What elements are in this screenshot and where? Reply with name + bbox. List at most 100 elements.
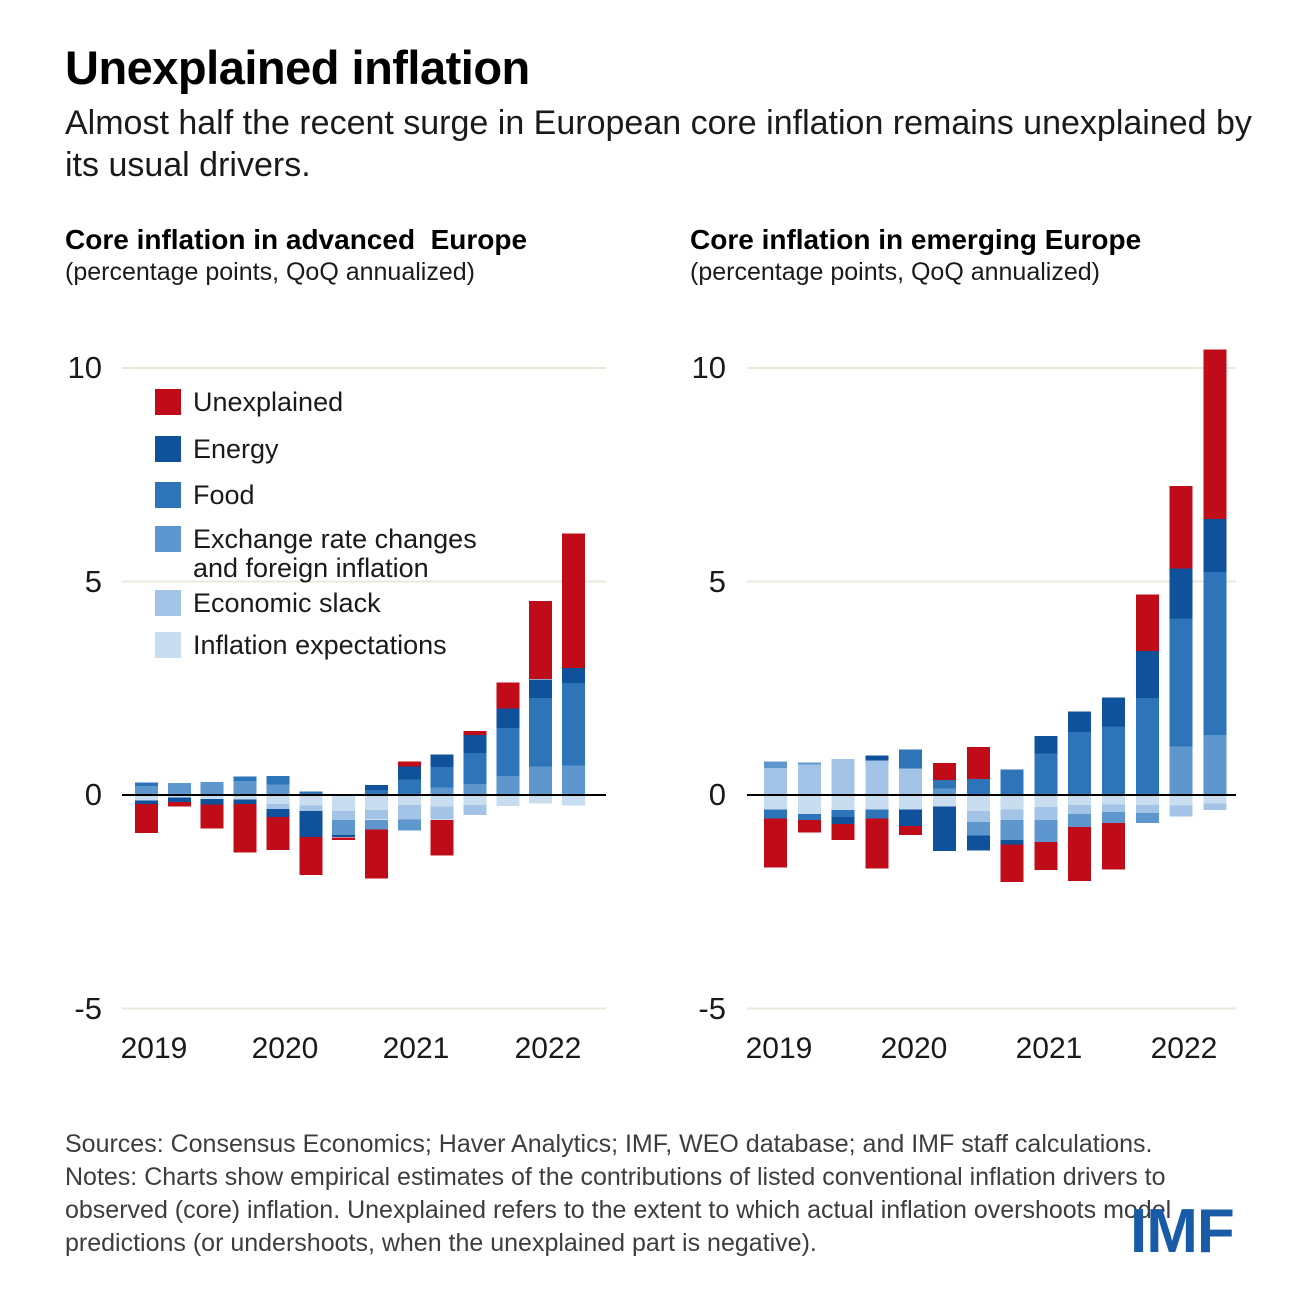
bar-segment bbox=[966, 795, 990, 812]
bar-segment bbox=[1203, 735, 1227, 795]
bar-segment bbox=[529, 795, 553, 804]
bar-segment bbox=[365, 809, 388, 820]
bar-segment bbox=[1203, 349, 1227, 520]
bar-segment bbox=[200, 804, 224, 829]
bar-segment bbox=[463, 731, 487, 735]
bar-segment bbox=[966, 747, 990, 779]
legend-swatch-icon bbox=[155, 389, 181, 415]
bar-segment bbox=[1000, 820, 1024, 840]
bar-segment bbox=[1068, 827, 1092, 882]
bar-segment bbox=[797, 795, 821, 815]
bar-segment bbox=[562, 683, 585, 766]
bar-segment bbox=[1135, 651, 1159, 699]
x-year-label: 2022 bbox=[514, 1032, 582, 1065]
imf-logo: IMF bbox=[1130, 1197, 1235, 1266]
bar-segment bbox=[135, 800, 158, 804]
bar-segment bbox=[135, 782, 158, 786]
bar-segment bbox=[430, 766, 454, 788]
bar-segment bbox=[1034, 753, 1058, 795]
bar-segment bbox=[1169, 795, 1193, 806]
bar-segment bbox=[365, 829, 388, 879]
legend-item: Energy bbox=[155, 435, 493, 464]
bar-segment bbox=[1135, 795, 1159, 806]
bar-segment bbox=[764, 818, 787, 868]
x-year-label: 2021 bbox=[382, 1032, 450, 1065]
bar-segment bbox=[266, 809, 290, 818]
bar-segment bbox=[1102, 823, 1125, 870]
y-tick-label: -5 bbox=[74, 990, 102, 1026]
bar-segment bbox=[899, 826, 923, 836]
bar-segment bbox=[463, 804, 487, 815]
advanced-europe-chart bbox=[122, 367, 606, 1010]
bar-segment bbox=[865, 760, 889, 795]
bar-segment bbox=[496, 728, 520, 776]
bar-segment bbox=[1203, 803, 1227, 810]
bar-segment bbox=[1034, 736, 1058, 754]
bar-segment bbox=[299, 836, 323, 876]
bar-segment bbox=[299, 805, 323, 811]
bar-segment bbox=[1169, 485, 1193, 569]
legend-item-label: Food bbox=[193, 480, 255, 510]
panel-subtitle-emerging-europe: (percentage points, QoQ annualized) bbox=[690, 258, 1100, 286]
x-year-label: 2020 bbox=[251, 1032, 319, 1065]
page-title: Unexplained inflation bbox=[65, 41, 530, 94]
bar-segment bbox=[332, 810, 356, 820]
bar-segment bbox=[1034, 795, 1058, 807]
legend-item-label: Exchange rate changes and foreign inflat… bbox=[193, 524, 477, 583]
bar-segment bbox=[865, 818, 889, 869]
bar-segment bbox=[332, 837, 356, 840]
bar-segment bbox=[332, 795, 356, 811]
page-subtitle: Almost half the recent surge in European… bbox=[65, 104, 1252, 184]
bar-segment bbox=[167, 795, 191, 798]
legend-item: Exchange rate changes and foreign inflat… bbox=[155, 525, 493, 583]
legend-item-label: Economic slack bbox=[193, 588, 381, 618]
legend-swatch-icon bbox=[155, 526, 181, 552]
bar-segment bbox=[200, 782, 224, 795]
legend-item: Food bbox=[155, 481, 493, 510]
legend-item-label: Energy bbox=[193, 434, 279, 464]
bar-segment bbox=[966, 778, 990, 795]
bar-segment bbox=[463, 753, 487, 784]
bar-segment bbox=[463, 795, 487, 805]
bar-segment bbox=[430, 787, 454, 795]
sources-note: Sources: Consensus Economics; Haver Anal… bbox=[65, 1130, 1153, 1158]
bar-segment bbox=[1203, 795, 1227, 804]
panel-title-emerging-europe: Core inflation in emerging Europe bbox=[690, 224, 1142, 255]
bar-segment bbox=[831, 759, 855, 795]
bar-segment bbox=[1102, 795, 1125, 805]
bar-segment bbox=[266, 784, 290, 795]
bar-segment bbox=[430, 795, 454, 807]
bar-segment bbox=[1203, 519, 1227, 573]
bar-segment bbox=[365, 784, 388, 790]
bar-segment bbox=[332, 819, 356, 836]
bar-segment bbox=[430, 806, 454, 820]
bar-segment bbox=[899, 809, 923, 827]
y-tick-label: 10 bbox=[67, 350, 102, 385]
bar-segment bbox=[135, 786, 158, 795]
bar-segment bbox=[1135, 812, 1159, 824]
bar-segment bbox=[135, 804, 158, 833]
bar-segment bbox=[1000, 809, 1024, 821]
bar-segment bbox=[933, 780, 956, 789]
bar-segment bbox=[1169, 568, 1193, 619]
bar-segment bbox=[365, 795, 388, 810]
legend-swatch-icon bbox=[155, 590, 181, 616]
bar-segment bbox=[865, 795, 889, 810]
bar-segment bbox=[966, 835, 990, 851]
bar-segment bbox=[430, 819, 454, 856]
bar-segment bbox=[1068, 795, 1092, 806]
bar-segment bbox=[1135, 805, 1159, 813]
panel-subtitle-advanced-europe: (percentage points, QoQ annualized) bbox=[65, 258, 475, 286]
bar-segment bbox=[266, 775, 290, 785]
legend-swatch-icon bbox=[155, 436, 181, 462]
bar-segment bbox=[332, 835, 356, 838]
bar-segment bbox=[865, 809, 889, 819]
bar-segment bbox=[135, 795, 158, 801]
bar-segment bbox=[1068, 814, 1092, 827]
legend-swatch-icon bbox=[155, 632, 181, 658]
bar-segment bbox=[1102, 726, 1125, 795]
bar-segment bbox=[1034, 807, 1058, 820]
y-tick-label: 0 bbox=[708, 777, 726, 812]
bar-segment bbox=[1102, 697, 1125, 727]
bar-segment bbox=[266, 804, 290, 810]
